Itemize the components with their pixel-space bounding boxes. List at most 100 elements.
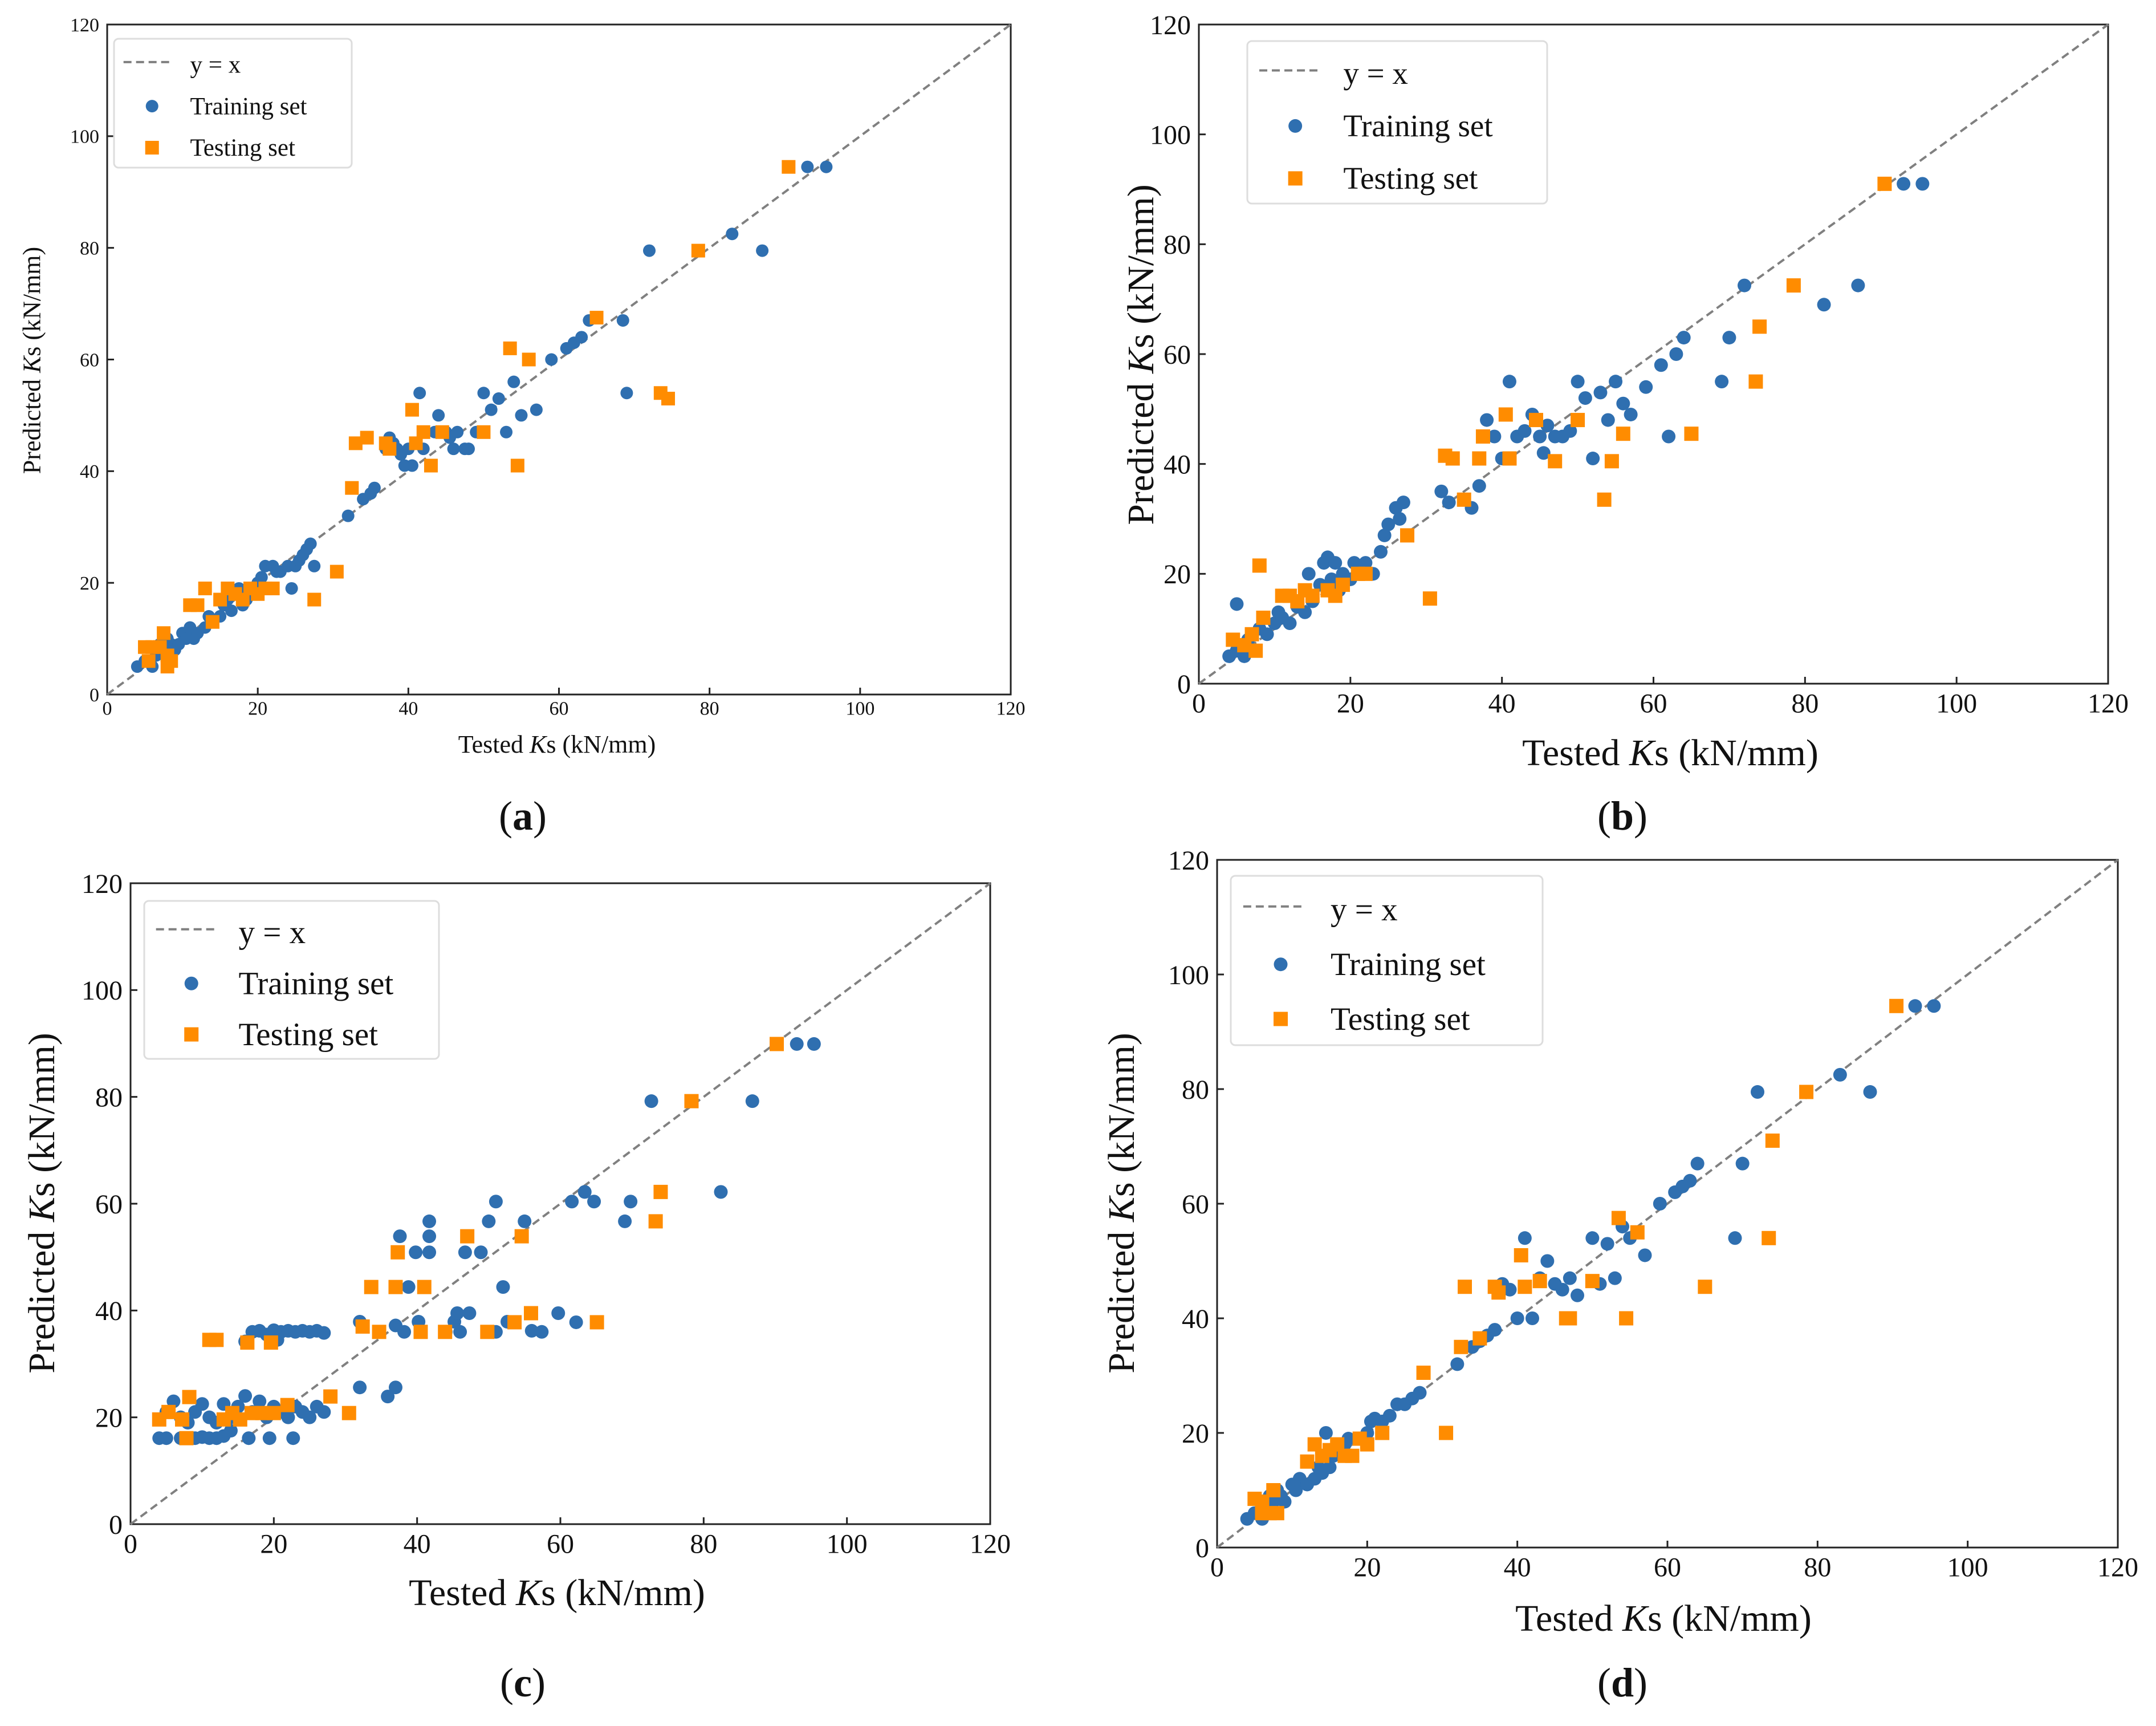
training-point xyxy=(1817,298,1831,312)
legend-label: y = x xyxy=(238,915,306,951)
training-point xyxy=(242,1431,256,1445)
training-point xyxy=(1358,556,1373,570)
testing-point xyxy=(1563,1311,1577,1326)
training-point xyxy=(726,228,739,241)
testing-point xyxy=(1611,1211,1626,1225)
testing-point xyxy=(1270,1506,1284,1521)
testing-point xyxy=(263,1335,278,1350)
testing-point xyxy=(417,1280,432,1294)
x-axis-label: Tested Ks (kN/mm) xyxy=(1515,1598,1812,1639)
scatter-panel-c: 0 20 40 60 80 100 120 0 20 40 60 80 100 120 y = x Train… xyxy=(21,869,1011,1705)
training-point xyxy=(1600,1237,1614,1251)
training-point xyxy=(405,459,418,472)
y-axis-label-part: s (kN/mm) xyxy=(1120,184,1162,348)
training-point xyxy=(1487,429,1502,444)
y-tick-label: 20 xyxy=(1164,559,1191,590)
training-point xyxy=(1382,1408,1397,1423)
training-point xyxy=(1609,375,1623,389)
training-point xyxy=(1393,512,1407,526)
testing-point xyxy=(1454,1339,1468,1354)
x-axis-label-part: K xyxy=(529,730,548,758)
testing-point xyxy=(1244,627,1259,641)
testing-point xyxy=(355,1319,370,1334)
legend-label: Training set xyxy=(1331,947,1486,982)
legend-label: Testing set xyxy=(190,135,295,161)
x-tick-label: 40 xyxy=(404,1529,431,1559)
x-tick-label: 120 xyxy=(970,1529,1011,1559)
y-tick-label: 120 xyxy=(82,869,123,899)
legend: y = x Training set Testing set xyxy=(113,38,353,169)
y-tick-label: 40 xyxy=(1164,449,1191,480)
training-point xyxy=(482,1214,496,1228)
y-axis-label: Predicted Ks (kN/mm) xyxy=(1120,184,1162,525)
training-point xyxy=(1722,331,1736,345)
testing-point xyxy=(1786,278,1801,293)
training-point xyxy=(1396,496,1410,510)
testing-point xyxy=(164,654,178,668)
legend-square-icon xyxy=(1274,1012,1288,1026)
training-point xyxy=(388,1380,402,1395)
training-point xyxy=(1863,1085,1877,1099)
legend-label: y = x xyxy=(1331,892,1398,928)
testing-point xyxy=(1684,427,1699,441)
testing-point xyxy=(1514,1248,1528,1262)
training-point xyxy=(1413,1386,1427,1400)
training-point xyxy=(500,425,513,438)
training-point xyxy=(1540,419,1555,433)
training-point xyxy=(496,1280,510,1294)
training-point xyxy=(1503,1282,1517,1297)
y-axis-label-part: K xyxy=(1120,347,1162,374)
testing-point xyxy=(424,458,438,473)
training-point xyxy=(820,160,833,173)
testing-point xyxy=(1475,429,1490,444)
testing-point xyxy=(1597,492,1612,507)
legend-circle-icon xyxy=(145,100,158,113)
training-point xyxy=(518,1214,532,1228)
training-point xyxy=(1851,278,1865,293)
testing-point xyxy=(510,458,524,473)
testing-point xyxy=(1630,1225,1645,1240)
y-tick-label: 80 xyxy=(1182,1075,1209,1105)
testing-point xyxy=(179,1431,194,1445)
training-point xyxy=(1669,347,1683,361)
x-axis-label-part: Tested xyxy=(1515,1598,1622,1639)
training-point xyxy=(225,604,238,618)
testing-point xyxy=(1799,1085,1814,1099)
training-point xyxy=(1533,429,1547,444)
legend-box xyxy=(1230,875,1544,1046)
y-tick-label: 20 xyxy=(80,573,99,594)
training-point xyxy=(353,1380,367,1395)
panel-caption-part: ) xyxy=(532,1660,546,1705)
y-tick-label: 40 xyxy=(80,461,99,482)
testing-point xyxy=(1345,1448,1360,1463)
x-tick-label: 120 xyxy=(996,698,1026,720)
training-point xyxy=(569,1315,583,1329)
training-point xyxy=(286,1431,300,1445)
legend-label: Testing set xyxy=(238,1017,378,1053)
testing-point xyxy=(1457,492,1471,507)
training-point xyxy=(587,1195,601,1209)
training-point xyxy=(1472,479,1486,493)
training-point xyxy=(644,1094,658,1108)
testing-point xyxy=(480,1325,495,1339)
training-point xyxy=(1323,1460,1337,1475)
x-axis-label-part: K xyxy=(1629,732,1656,774)
x-tick-label: 100 xyxy=(1947,1552,1988,1582)
y-tick-label: 80 xyxy=(80,238,99,259)
training-point xyxy=(801,160,814,173)
training-point xyxy=(422,1245,437,1260)
training-point xyxy=(1715,375,1729,389)
legend: y = x Training set Testing set xyxy=(143,900,440,1060)
training-point xyxy=(381,1390,395,1404)
testing-point xyxy=(307,592,322,607)
training-point xyxy=(1571,375,1585,389)
testing-point xyxy=(360,431,374,445)
testing-point xyxy=(691,243,705,258)
training-point xyxy=(304,537,317,550)
training-point xyxy=(223,1424,238,1438)
panel-caption-part: ( xyxy=(500,1660,514,1705)
training-point xyxy=(1915,177,1930,191)
training-point xyxy=(1377,528,1392,542)
legend: y = x Training set Testing set xyxy=(1246,40,1548,205)
testing-point xyxy=(1616,427,1630,441)
